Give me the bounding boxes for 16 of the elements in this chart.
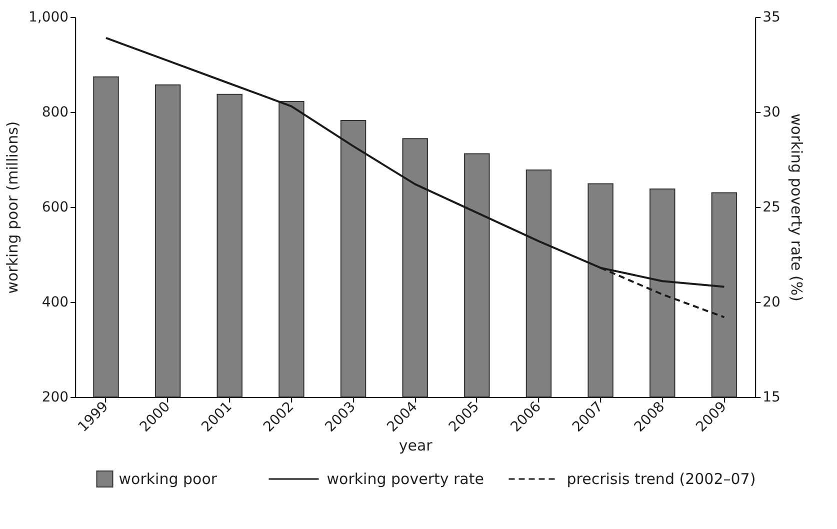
y-tick-label: 800 (42, 104, 69, 120)
y2-tick-label: 15 (762, 390, 780, 406)
x-axis-title: year (398, 436, 434, 455)
y2-axis-title: working poverty rate (%) (787, 114, 806, 302)
y2-tick-label: 20 (762, 294, 780, 310)
y-tick-label: 600 (42, 200, 69, 216)
y-tick-label: 400 (42, 294, 69, 310)
y2-tick-label: 25 (762, 200, 780, 216)
legend-label: working poverty rate (326, 470, 484, 488)
y-axis-title: working poor (millions) (4, 121, 22, 294)
legend-label: working poor (118, 470, 218, 488)
y2-tick-label: 30 (762, 104, 780, 120)
y-tick-label: 1,000 (28, 10, 69, 26)
y-tick-label: 200 (42, 390, 69, 406)
y2-tick-label: 35 (762, 10, 780, 26)
legend-label: precrisis trend (2002–07) (566, 470, 756, 488)
